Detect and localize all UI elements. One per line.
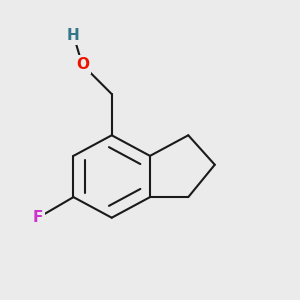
Text: F: F [33,210,43,225]
Text: O: O [76,57,89,72]
Text: H: H [67,28,80,43]
